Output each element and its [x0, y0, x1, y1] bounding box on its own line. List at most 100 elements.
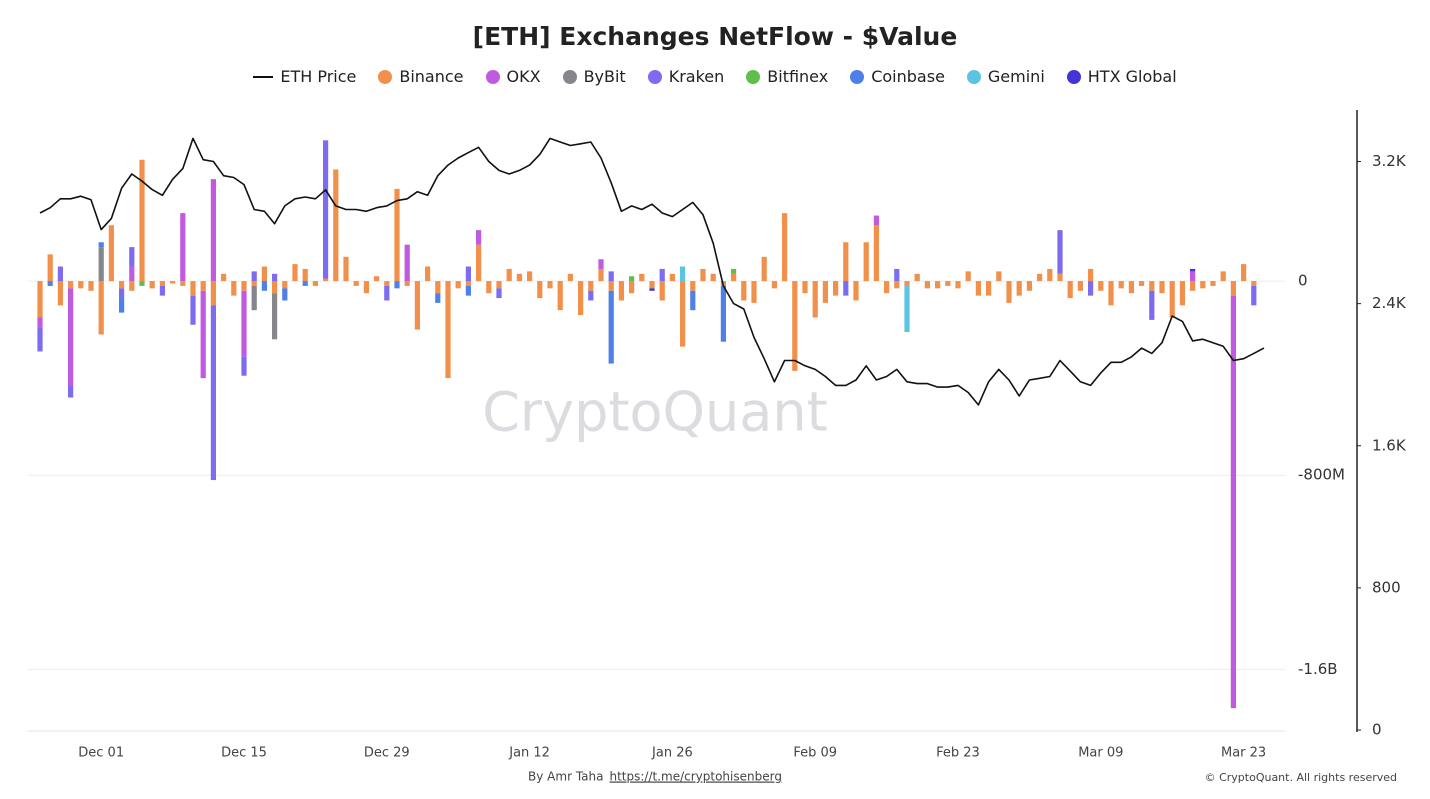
bar [210, 281, 216, 306]
bar [608, 271, 614, 282]
bar [302, 281, 308, 286]
bar [394, 281, 400, 289]
bar [1088, 281, 1094, 296]
bar [129, 281, 135, 291]
bar [955, 281, 961, 289]
legend-swatch [1066, 69, 1081, 84]
bar [629, 276, 635, 282]
bar [659, 281, 665, 301]
bar [57, 281, 63, 306]
bar [210, 305, 216, 481]
legend-item[interactable]: ETH Price [253, 67, 356, 86]
bar [1149, 290, 1155, 320]
y2-tick-label: 2.4K [1372, 294, 1407, 312]
bar [180, 281, 186, 286]
bar [159, 281, 165, 286]
bar [537, 281, 543, 299]
bar [782, 213, 788, 282]
legend-item[interactable]: Kraken [647, 67, 724, 86]
bar [1026, 281, 1032, 291]
bar [261, 266, 267, 282]
legend-label: HTX Global [1087, 67, 1177, 86]
bar [1190, 268, 1196, 272]
y-tick-label: 0 [1298, 272, 1308, 290]
x-tick-label: Dec 01 [78, 746, 124, 761]
legend-label: Gemini [987, 67, 1045, 86]
bar [47, 281, 53, 286]
bar [37, 327, 43, 352]
bar [812, 281, 818, 318]
legend-swatch [850, 69, 865, 84]
bar [1230, 295, 1236, 709]
bar [98, 242, 104, 248]
bar [506, 268, 512, 282]
bar [1098, 281, 1104, 291]
bar [323, 140, 329, 279]
bar [108, 225, 114, 282]
bar [323, 278, 329, 282]
legend-label: Coinbase [871, 67, 945, 86]
bar [312, 281, 318, 286]
bar [1169, 281, 1175, 318]
watermark: CryptoQuant [482, 381, 828, 444]
legend-item[interactable]: ByBit [562, 67, 626, 86]
copyright: © CryptoQuant. All rights reserved [1205, 771, 1397, 784]
link[interactable]: https://t.me/cryptohisenberg [609, 770, 781, 784]
bar [1139, 281, 1145, 286]
bar [996, 271, 1002, 282]
legend-item[interactable]: OKX [485, 67, 541, 86]
bar [180, 213, 186, 282]
bar [200, 281, 206, 291]
bar [567, 273, 573, 282]
bar [251, 285, 257, 311]
legend-swatch [647, 69, 662, 84]
bar [272, 273, 278, 282]
legend-item[interactable]: Gemini [966, 67, 1045, 86]
bar [272, 293, 278, 340]
bar [435, 281, 441, 294]
bar [659, 268, 665, 282]
x-tick-label: Jan 12 [508, 746, 550, 761]
bar [588, 290, 594, 301]
bar [465, 281, 471, 286]
bar [965, 271, 971, 282]
bar [547, 281, 553, 289]
bar [159, 285, 165, 296]
bar [649, 281, 655, 289]
bar [680, 266, 686, 282]
bar [1088, 268, 1094, 282]
bar [425, 266, 431, 282]
legend-item[interactable]: HTX Global [1066, 67, 1177, 86]
bar [1159, 281, 1165, 294]
bar [404, 281, 410, 286]
bar [384, 285, 390, 301]
bar [516, 273, 522, 282]
bar [904, 281, 910, 286]
bar [935, 281, 941, 289]
bar [98, 247, 104, 282]
bar [231, 281, 237, 296]
bar [363, 281, 369, 294]
bar [353, 281, 359, 286]
bar [1118, 281, 1124, 289]
bar [394, 188, 400, 282]
bar [1241, 264, 1247, 282]
bar [333, 169, 339, 282]
legend-swatch [746, 69, 761, 84]
bar [241, 290, 247, 357]
legend-item[interactable]: Binance [378, 67, 464, 86]
legend-item[interactable]: Bitfinex [746, 67, 828, 86]
legend: ETH Price Binance OKX ByBit Kraken Bitfinex Co… [0, 67, 1430, 86]
legend-swatch [966, 69, 981, 84]
bar [853, 281, 859, 301]
legend-item[interactable]: Coinbase [850, 67, 945, 86]
legend-swatch [253, 75, 274, 78]
bar [700, 268, 706, 282]
bar [618, 281, 624, 301]
x-tick-label: Mar 09 [1078, 746, 1123, 761]
bar [527, 271, 533, 282]
bar [119, 298, 125, 313]
bar [129, 247, 135, 267]
bar [119, 288, 125, 299]
